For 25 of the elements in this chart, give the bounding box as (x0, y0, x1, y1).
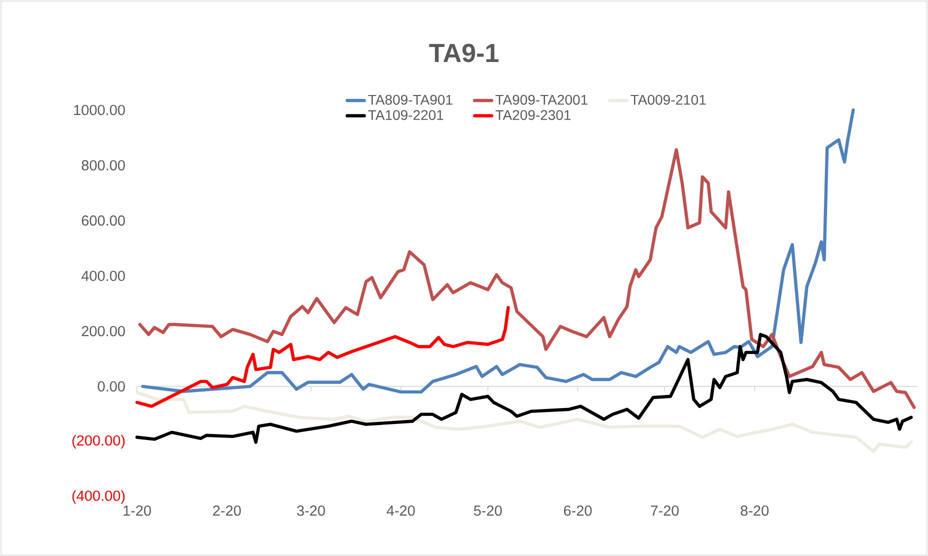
y-tick-label: (200.00) (72, 434, 125, 448)
y-tick-label: 1000.00 (74, 104, 125, 116)
y-tick-label: 200.00 (82, 326, 125, 336)
x-tick-label: 6-20 (564, 506, 592, 516)
x-tick-label: 2-20 (213, 506, 241, 516)
x-tick-label: 7-20 (650, 506, 679, 516)
line-series (141, 108, 855, 394)
y-tick-label: 0.00 (98, 381, 125, 392)
legend-label: TA009-2101 (630, 94, 706, 105)
line-series (135, 390, 913, 453)
legend-label: TA809-TA901 (368, 94, 452, 105)
y-tick-label: 800.00 (82, 160, 125, 170)
x-tick-label: 8-20 (740, 506, 769, 516)
legend-label: TA909-TA2001 (496, 94, 588, 105)
y-tick-label: 400.00 (81, 270, 125, 281)
x-tick-label: 5-20 (474, 506, 502, 516)
y-tick-label: (400.00) (72, 490, 125, 504)
legend-label: TA209-2301 (496, 110, 571, 120)
chart-title: TA9-1 (429, 44, 498, 62)
x-tick-label: 4-20 (386, 506, 415, 516)
y-tick-label: 600.00 (82, 215, 125, 226)
x-tick-label: 1-20 (124, 506, 151, 516)
line-series (135, 332, 913, 444)
legend-label: TA109-2201 (368, 110, 444, 120)
x-tick-label: 3-20 (297, 506, 325, 516)
